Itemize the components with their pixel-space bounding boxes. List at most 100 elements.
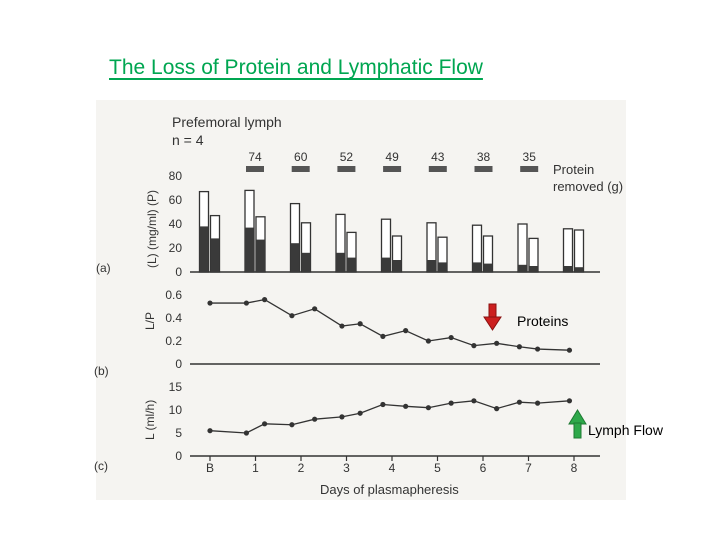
- bar-L-filled: [574, 267, 584, 272]
- slide-title: The Loss of Protein and Lymphatic Flow: [109, 56, 483, 79]
- panel-c-point: [207, 428, 213, 434]
- panel-c-xtick-label: 7: [525, 461, 532, 475]
- panel-c-point: [243, 430, 249, 436]
- protein-removed-value: 60: [294, 150, 308, 164]
- panel-c-xtick-label: 8: [571, 461, 578, 475]
- bar-P-filled: [427, 260, 436, 272]
- panel-b-ylabel: L/P: [143, 312, 157, 330]
- panel-c-xtick-label: 4: [389, 461, 396, 475]
- bar-L-filled: [392, 260, 402, 272]
- panel-c-point: [289, 422, 295, 428]
- protein-removed-marker: [520, 166, 539, 172]
- panel-a-chart: 0 20 40 60 80 74 60 52 49 43 38 35: [169, 150, 600, 279]
- panel-b-point: [289, 313, 295, 319]
- panel-c-point: [471, 398, 477, 404]
- panel-a-label: (a): [96, 261, 111, 275]
- panel-c-point: [339, 414, 345, 420]
- panel-c-xtick-label: 3: [343, 461, 350, 475]
- panel-a-ytick: 80: [169, 169, 183, 183]
- panel-b-series-line: [210, 298, 570, 351]
- panel-b-point: [380, 333, 386, 339]
- bar-P-filled: [381, 257, 391, 272]
- bar-P-filled: [472, 262, 482, 272]
- panel-c-label: (c): [94, 459, 108, 473]
- protein-removed-value: 35: [523, 150, 537, 164]
- protein-removed-label-1: Protein: [553, 162, 594, 177]
- bar-L-filled: [529, 266, 538, 272]
- panel-b-point: [262, 297, 268, 303]
- panel-b-point: [357, 321, 363, 327]
- panel-a-ylabel: (L) (mg/ml) (P): [145, 190, 159, 268]
- panel-b-point: [566, 347, 573, 353]
- bar-L-filled: [301, 252, 311, 272]
- bar-P-filled: [518, 264, 527, 272]
- panel-c-point: [312, 416, 318, 422]
- panel-b-point: [425, 338, 431, 344]
- panel-a-ytick: 20: [169, 241, 183, 255]
- panel-b-point: [448, 334, 454, 341]
- panel-c-xtick-label: 5: [434, 461, 441, 475]
- panel-c-xtick-label: B: [206, 461, 214, 475]
- x-axis-title: Days of plasmapheresis: [320, 482, 459, 497]
- protein-removed-marker: [474, 166, 493, 172]
- panel-c-xtick-label: 1: [252, 461, 259, 475]
- panel-c-point: [566, 398, 573, 404]
- panel-b-ytick: 0.2: [165, 334, 182, 348]
- panel-c-chart: 0 5 10 15 B 1 2 3 4 5 6 7 8: [169, 380, 600, 475]
- bar-P-filled: [563, 266, 573, 272]
- panel-c-point: [535, 400, 541, 406]
- panel-c-xtick-label: 2: [298, 461, 305, 475]
- panel-c-ylabel: L (ml/h): [143, 400, 157, 440]
- panel-c-point: [357, 410, 363, 416]
- panel-b-label: (b): [94, 364, 109, 378]
- panel-a-header: Prefemoral lymph: [172, 114, 282, 130]
- panel-b-chart: 0 0.2 0.4 0.6: [165, 288, 600, 371]
- panel-c-ytick: 15: [169, 380, 183, 394]
- panel-c-point: [516, 399, 523, 405]
- protein-removed-value: 38: [477, 150, 491, 164]
- panel-c-ytick: 5: [175, 426, 182, 440]
- panel-b-point: [494, 340, 500, 346]
- panel-b-point: [535, 346, 541, 352]
- protein-removed-value: 52: [340, 150, 354, 164]
- panel-b-point: [207, 300, 213, 306]
- bar-P-filled: [336, 252, 345, 272]
- protein-removed-marker: [291, 166, 310, 172]
- proteins-annotation-label: Proteins: [517, 313, 569, 329]
- bar-L-filled: [483, 263, 493, 272]
- panel-b-point: [471, 343, 477, 349]
- protein-removed-value: 74: [248, 150, 262, 164]
- bar-L-filled: [438, 262, 447, 272]
- protein-removed-value: 49: [385, 150, 399, 164]
- bar-P-filled: [290, 243, 300, 272]
- lymph-flow-annotation-label: Lymph Flow: [588, 422, 663, 438]
- panel-c-point: [448, 400, 454, 406]
- panel-c-ytick: 0: [175, 449, 182, 463]
- panel-c-series-line: [209, 400, 570, 434]
- bar-P-outline: [562, 228, 574, 273]
- panel-c-point: [494, 406, 500, 412]
- panel-c-point: [403, 403, 409, 409]
- panel-a-ytick: 60: [169, 193, 183, 207]
- green-up-arrow: [568, 409, 587, 439]
- panel-c-point: [262, 421, 268, 427]
- panel-a-ytick: 40: [169, 217, 183, 231]
- red-down-arrow: [483, 303, 502, 331]
- panel-b-ytick: 0: [175, 357, 182, 371]
- panel-c-point: [425, 405, 431, 411]
- protein-removed-marker: [383, 166, 402, 172]
- panel-b-point: [516, 344, 523, 350]
- panel-b-point: [312, 306, 318, 312]
- panel-c-ytick: 10: [169, 403, 183, 417]
- bar-P-filled: [245, 227, 254, 272]
- panel-b-ytick: 0.4: [165, 311, 182, 325]
- panel-b-point: [339, 323, 345, 329]
- panel-a-subheader: n = 4: [172, 132, 204, 148]
- bar-L-filled: [210, 238, 220, 272]
- protein-removed-marker: [428, 166, 447, 172]
- panel-a-ytick: 0: [175, 265, 182, 279]
- bar-L-filled: [256, 239, 265, 272]
- bar-P-filled: [199, 226, 209, 272]
- protein-removed-marker: [246, 166, 264, 172]
